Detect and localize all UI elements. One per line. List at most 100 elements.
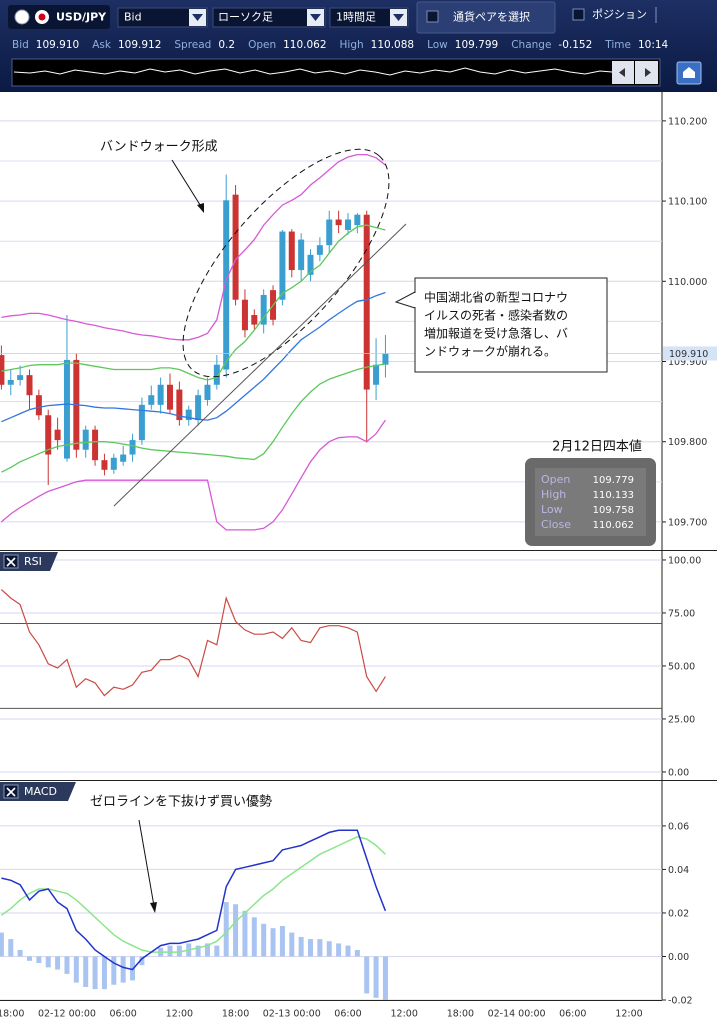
select-pair-button[interactable] (416, 1, 556, 34)
price-type-select[interactable] (117, 7, 208, 28)
rsi-pane (0, 559, 662, 773)
histogram-bar (0, 932, 4, 957)
chart-style-select[interactable] (212, 7, 326, 28)
arrow-head (197, 203, 204, 213)
candle-body (344, 219, 351, 230)
candle-body (92, 429, 99, 461)
current-price-tag (663, 346, 717, 361)
histogram-bar (167, 945, 173, 957)
current-price-label: 109.910 (669, 349, 708, 360)
candle-body (167, 384, 174, 410)
candle-body (185, 409, 192, 421)
annotation: バンドウォーク形成 (100, 140, 218, 155)
x-tick-label: 06:00 (109, 1009, 136, 1020)
pane-tab (0, 782, 76, 801)
histogram-bar (214, 945, 220, 957)
histogram-bar (176, 945, 182, 957)
x-tick-label: 06:00 (559, 1009, 586, 1020)
histogram-bar (45, 956, 51, 968)
checkbox[interactable] (426, 10, 439, 23)
settings-icon (683, 67, 695, 78)
callout-line: ンドウォークが崩れる。 (424, 344, 556, 359)
dropdown-arrow (310, 14, 321, 21)
candle-body (7, 379, 14, 385)
histogram-bar (317, 939, 323, 957)
candle-body (101, 460, 108, 470)
histogram-bar (17, 949, 23, 957)
quote-value: 0.2 (218, 39, 236, 51)
timeframe: 1時間足 (336, 11, 376, 24)
candle-body (288, 231, 295, 271)
pane-title: RSI (24, 555, 42, 568)
candle-body (354, 214, 361, 226)
histogram-bar (382, 956, 388, 1000)
histogram-bar (120, 956, 126, 983)
indicator-line (0, 589, 386, 697)
y-tick-label: 109.900 (668, 357, 707, 368)
pair-box[interactable] (8, 5, 110, 29)
histogram-bar (139, 956, 145, 966)
x-tick-label: 18:00 (222, 1009, 249, 1020)
indicator-line (0, 836, 386, 953)
histogram-bar (270, 928, 276, 957)
y-tick-label: 110.000 (668, 277, 707, 288)
histogram-bar (326, 941, 332, 957)
info-inner (535, 468, 646, 536)
candle-body (213, 364, 220, 385)
timeframe-select[interactable] (329, 7, 409, 28)
x-tick-label: 18:00 (0, 1009, 24, 1020)
arrow (138, 819, 155, 907)
callout-box (414, 277, 608, 373)
quote-label: Spread (174, 39, 212, 51)
candle-body (382, 353, 389, 365)
x-tick-label: 12:00 (390, 1009, 417, 1020)
callout-line: イルスの死者・感染者数の (424, 308, 568, 323)
quote-label: Ask (92, 39, 111, 51)
band-line (1, 224, 386, 381)
dropdown-arrow (192, 14, 203, 21)
candle-body (26, 375, 33, 396)
candle-body (232, 194, 239, 300)
quote-value: 110.088 (370, 39, 415, 51)
histogram-bar (354, 949, 360, 957)
candle-body (316, 245, 323, 255)
info-value: 109.758 (593, 505, 634, 516)
position-label: ポジション (592, 8, 647, 21)
x-tick-label: 12:00 (166, 1009, 193, 1020)
info-title: 2月12日四本値 (552, 439, 642, 455)
axes: 110.200 110.100 110.000 109.900 109.800 109.7… (0, 116, 717, 1020)
y-tick-label: 0.00 (668, 952, 689, 963)
candle-body (63, 359, 70, 459)
candle-body (138, 404, 145, 441)
histogram-bar (336, 943, 342, 957)
candle-body (204, 384, 211, 401)
x-tick-label: 18:00 (447, 1009, 474, 1020)
histogram-bar (92, 956, 98, 990)
candle-body (129, 440, 136, 455)
y-tick-label: 0.06 (668, 821, 689, 832)
x-tick-label: 02-13 00:00 (263, 1009, 321, 1020)
quote-bar: Bid 109.910 Ask 109.912 Spread 0.2 Open 110.062… (12, 37, 681, 53)
quote-value: 10:14 (637, 39, 669, 51)
x-tick-label: 02-14 00:00 (488, 1009, 546, 1020)
info-value: 110.062 (593, 520, 634, 531)
histogram-bar (83, 956, 89, 987)
checkbox[interactable] (572, 8, 585, 21)
quote-value: 109.910 (35, 39, 80, 51)
histogram-bar (289, 932, 295, 957)
quote-label: Time (605, 39, 631, 51)
histogram-bar (73, 956, 79, 983)
close-icon (6, 557, 16, 567)
x-tick-label: 12:00 (615, 1009, 642, 1020)
quote-value: 109.799 (454, 39, 499, 51)
quote-label: Low (427, 39, 448, 51)
candle-body (157, 384, 164, 405)
quote-label: Bid (12, 39, 29, 51)
candle-body (148, 395, 155, 405)
histogram-bar (55, 956, 61, 970)
quote-label: Open (248, 39, 277, 51)
y-tick-label: 110.100 (668, 197, 707, 208)
histogram-bar (345, 945, 351, 957)
